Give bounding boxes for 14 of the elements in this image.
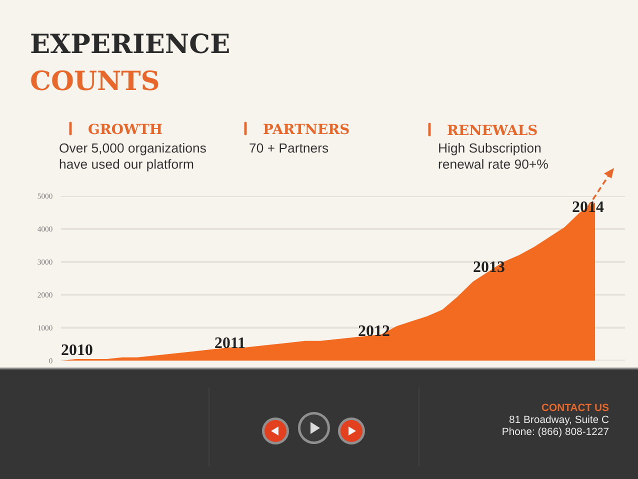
chart-title: EXPERIENCE: [31, 33, 229, 54]
chart-subtitle: COUNTS: [31, 70, 158, 90]
text: CONTACT US: [542, 404, 609, 412]
text: RENEWALS: [448, 124, 537, 136]
text: 70 + Partners: [250, 143, 328, 153]
text: Over 5,000 organizations have used our platform: [60, 143, 206, 172]
text: GROWTH: [88, 124, 162, 134]
annotation: 2011: [215, 337, 245, 348]
annotation: 2010: [62, 344, 92, 356]
annotation: 2012: [358, 325, 390, 336]
text: High Subscription renewal rate 90+%: [438, 143, 548, 169]
text: Phone: (866) 808-1227: [502, 427, 608, 438]
text: PARTNERS: [264, 124, 349, 134]
text: 81 Broadway, Suite C: [509, 415, 609, 426]
